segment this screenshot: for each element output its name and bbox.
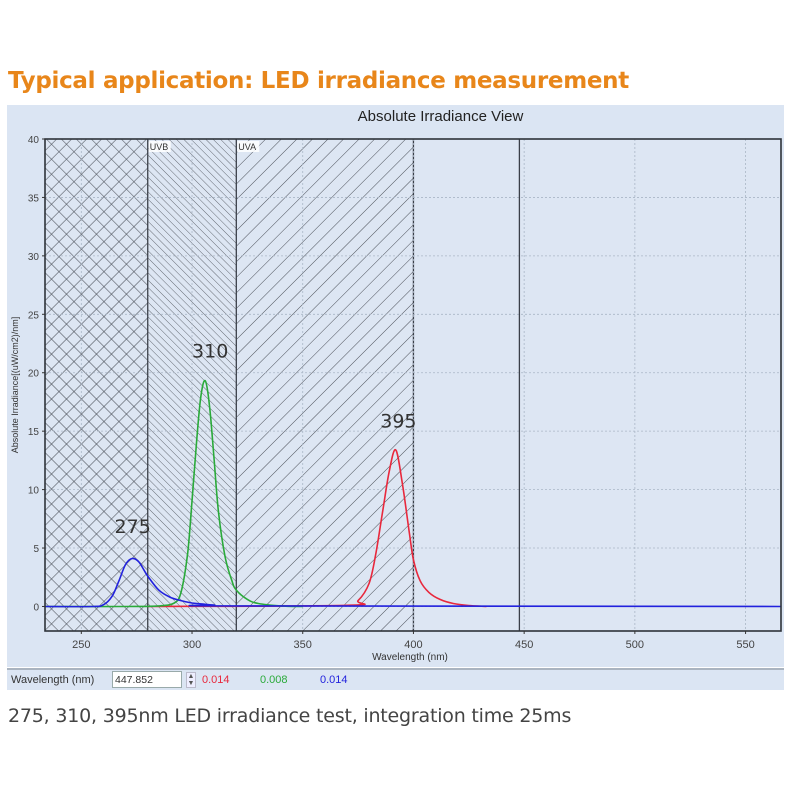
svg-text:20: 20 xyxy=(28,369,40,380)
svg-text:550: 550 xyxy=(736,639,754,651)
series-395-line xyxy=(147,449,487,608)
series-275-line xyxy=(45,557,781,608)
series-310-line xyxy=(45,379,303,608)
svg-text:10: 10 xyxy=(28,486,40,497)
svg-text:400: 400 xyxy=(404,639,422,651)
headline: Typical application: LED irradiance meas… xyxy=(8,68,629,94)
svg-text:500: 500 xyxy=(626,639,644,651)
svg-text:UVA: UVA xyxy=(238,142,256,152)
svg-text:25: 25 xyxy=(28,310,40,321)
readout-395: 0.014 xyxy=(202,674,230,686)
spinner-up-icon[interactable]: ▲ xyxy=(187,673,195,680)
peak-label-310: 310 xyxy=(192,341,228,363)
wavelength-label: Wavelength (nm) xyxy=(11,674,95,686)
peak-label-395: 395 xyxy=(380,411,416,433)
svg-text:250: 250 xyxy=(72,639,90,651)
svg-text:300: 300 xyxy=(183,639,201,651)
svg-text:450: 450 xyxy=(515,639,533,651)
peak-label-275: 275 xyxy=(115,516,151,538)
chart-title: Absolute Irradiance View xyxy=(357,108,524,125)
svg-text:0: 0 xyxy=(33,602,39,613)
region-uva xyxy=(236,139,414,631)
wavelength-spinner[interactable]: ▲ ▼ xyxy=(186,672,196,688)
svg-text:5: 5 xyxy=(33,544,39,555)
spinner-down-icon[interactable]: ▼ xyxy=(187,680,195,687)
spectral-regions: UVB UVA xyxy=(45,139,415,631)
region-uvc xyxy=(45,139,148,631)
readout-275: 0.014 xyxy=(320,674,348,686)
y-axis-label: Absolute Irradiance[(uW/cm2)/nm] xyxy=(10,317,20,454)
svg-text:UVB: UVB xyxy=(150,142,169,152)
x-axis-label: Wavelength (nm) xyxy=(372,652,448,663)
peak-annotations: 275 310 395 xyxy=(115,341,417,538)
svg-text:30: 30 xyxy=(28,252,40,263)
data-series xyxy=(45,379,781,608)
axis-ticks: 250 300 350 400 450 500 550 0 5 10 15 20 25 30 35 40 xyxy=(28,135,755,651)
svg-text:40: 40 xyxy=(28,135,40,146)
wavelength-input[interactable]: 447.852 xyxy=(112,671,182,688)
caption: 275, 310, 395nm LED irradiance test, int… xyxy=(8,705,572,727)
readout-310: 0.008 xyxy=(260,674,288,686)
svg-text:35: 35 xyxy=(28,193,40,204)
svg-text:15: 15 xyxy=(28,427,40,438)
status-bar: Wavelength (nm) 447.852 ▲ ▼ 0.014 0.008 … xyxy=(7,668,784,690)
svg-text:350: 350 xyxy=(294,639,312,651)
